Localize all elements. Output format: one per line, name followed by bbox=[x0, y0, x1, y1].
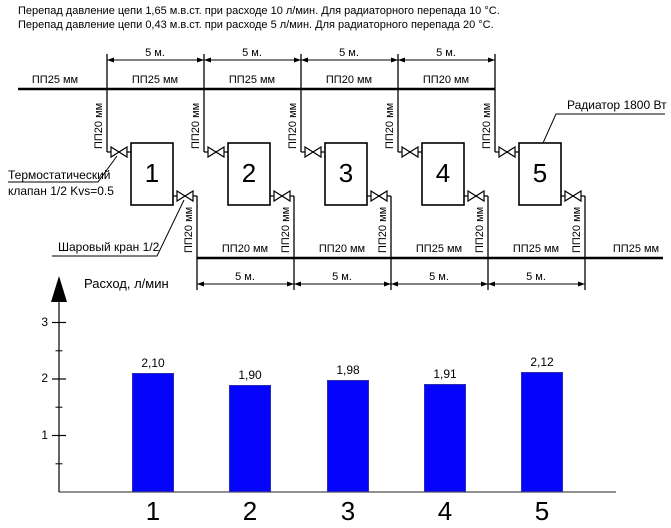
radiator-power-label: Радиатор 1800 Вт bbox=[567, 98, 667, 112]
y-tick-label: 1 bbox=[41, 428, 48, 442]
branch-5 bbox=[494, 54, 586, 290]
bar-value-label: 1,98 bbox=[336, 363, 360, 377]
supply-pipe-label: ПП25 мм bbox=[228, 74, 276, 86]
branch-4 bbox=[397, 54, 489, 290]
dim-label: 5 м. bbox=[332, 271, 352, 283]
ball-valve-icon bbox=[564, 190, 582, 202]
return-pipe-label: ПП20 мм bbox=[318, 243, 366, 255]
thermo-valve-icon bbox=[401, 146, 419, 158]
ball-valve-leader bbox=[52, 199, 185, 257]
riser-label: ПП20 мм bbox=[377, 206, 389, 253]
bar-radiator-3 bbox=[327, 380, 369, 492]
dim-label: 5 м. bbox=[235, 271, 255, 283]
thermo-valve-icon bbox=[207, 146, 225, 158]
riser-label: ПП20 мм bbox=[287, 102, 299, 149]
riser-label: ПП20 мм bbox=[474, 206, 486, 253]
x-category-label: 2 bbox=[242, 496, 258, 526]
thermo-valve-label-line2: клапан 1/2 Kvs=0.5 bbox=[8, 184, 114, 198]
bar-value-label: 1,91 bbox=[433, 367, 457, 381]
x-category-label: 3 bbox=[340, 496, 356, 526]
bar-radiator-2 bbox=[229, 385, 271, 492]
thermo-valve-leader bbox=[8, 155, 118, 183]
return-pipe-label: ПП25 мм bbox=[512, 243, 560, 255]
ball-valve-icon bbox=[176, 190, 194, 202]
thermo-valve-icon bbox=[110, 146, 128, 158]
bar-value-label: 1,90 bbox=[238, 368, 262, 382]
dim-label: 5 м. bbox=[429, 271, 449, 283]
thermo-valve-icon bbox=[304, 146, 322, 158]
axis-arrow-icon bbox=[51, 276, 67, 302]
return-pipe-label: ПП25 мм bbox=[415, 243, 463, 255]
radiator-box bbox=[227, 142, 271, 206]
supply-pipe-label: ПП20 мм bbox=[422, 74, 470, 86]
dimension-arrows bbox=[107, 57, 585, 287]
branch-1 bbox=[106, 54, 198, 290]
dim-label: 5 м. bbox=[526, 271, 546, 283]
riser-label: ПП20 мм bbox=[183, 206, 195, 253]
dim-label: 5 м. bbox=[145, 47, 165, 59]
radiator-number-4: 4 bbox=[435, 158, 451, 188]
bar-value-label: 2,12 bbox=[530, 355, 554, 369]
bar-value-label: 2,10 bbox=[141, 356, 165, 370]
radiator-number-3: 3 bbox=[338, 158, 354, 188]
riser-label: ПП20 мм bbox=[481, 102, 493, 149]
x-category-label: 5 bbox=[534, 496, 550, 526]
major-ticks bbox=[52, 321, 66, 437]
dim-label: 5 м. bbox=[242, 47, 262, 59]
return-pipe-label: ПП25 мм bbox=[612, 243, 660, 255]
radiator-box bbox=[324, 142, 368, 206]
y-tick-label: 2 bbox=[41, 371, 48, 385]
riser-label: ПП20 мм bbox=[190, 102, 202, 149]
ball-valve-icon bbox=[370, 190, 388, 202]
radiator-number-5: 5 bbox=[532, 158, 548, 188]
ball-valve-icon bbox=[273, 190, 291, 202]
return-pipe-label: ПП20 мм bbox=[221, 243, 269, 255]
header-line-2: Перепад давление цепи 0,43 м.в.ст. при р… bbox=[18, 19, 494, 31]
riser-label: ПП20 мм bbox=[280, 206, 292, 253]
radiator-box bbox=[421, 142, 465, 206]
riser-label: ПП20 мм bbox=[571, 206, 583, 253]
thermo-valve-icon bbox=[498, 146, 516, 158]
leader-lines bbox=[8, 113, 665, 257]
minor-ticks bbox=[55, 350, 63, 465]
supply-pipe-label: ПП25 мм bbox=[31, 74, 79, 86]
bar-radiator-5 bbox=[521, 372, 563, 492]
bar-radiator-1 bbox=[132, 373, 174, 492]
riser-label: ПП20 мм bbox=[384, 102, 396, 149]
x-category-label: 4 bbox=[437, 496, 453, 526]
chart-y-axis-label: Расход, л/мин bbox=[84, 276, 169, 291]
header-line-1: Перепад давление цепи 1,65 м.в.ст. при р… bbox=[18, 5, 500, 17]
radiator-number-2: 2 bbox=[241, 158, 257, 188]
supply-pipe-label: ПП25 мм bbox=[131, 74, 179, 86]
bar-radiator-4 bbox=[424, 384, 466, 492]
x-category-label: 1 bbox=[145, 496, 161, 526]
chart-axes bbox=[51, 276, 616, 493]
ball-valve-icon bbox=[467, 190, 485, 202]
y-tick-label: 3 bbox=[41, 315, 48, 329]
supply-pipe-label: ПП20 мм bbox=[325, 74, 373, 86]
riser-label: ПП20 мм bbox=[93, 102, 105, 149]
dim-label: 5 м. bbox=[436, 47, 456, 59]
thermo-valve-label-line1: Термостатический bbox=[8, 168, 111, 182]
dim-label: 5 м. bbox=[339, 47, 359, 59]
radiator-number-1: 1 bbox=[144, 158, 160, 188]
radiator-box bbox=[130, 142, 174, 206]
radiator-leader bbox=[542, 113, 665, 144]
ball-valve-label: Шаровый кран 1/2 bbox=[58, 240, 160, 254]
radiator-box bbox=[518, 142, 562, 206]
